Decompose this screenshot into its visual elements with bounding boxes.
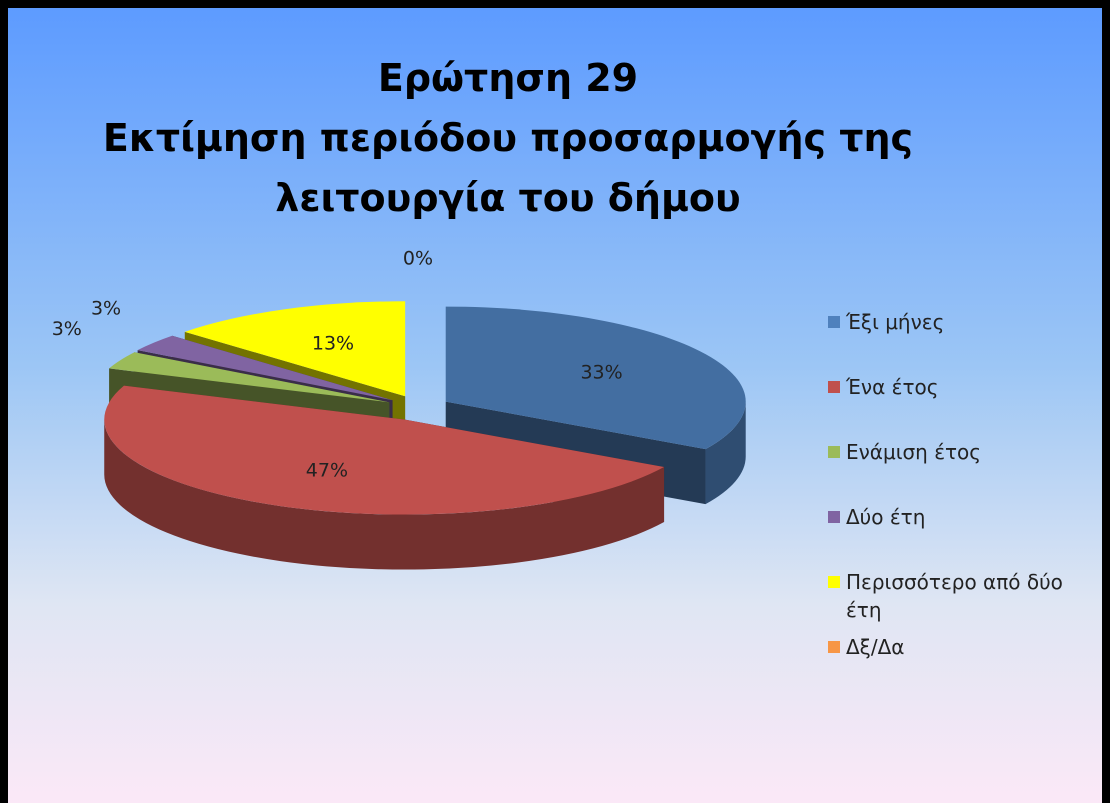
- legend-label: Έξι μήνες: [846, 310, 945, 334]
- pie-slice: [104, 385, 665, 570]
- data-label: 13%: [312, 333, 354, 355]
- legend-item: Έξι μήνες: [828, 308, 1098, 373]
- legend-swatch: [828, 316, 840, 328]
- slice-top: [445, 306, 746, 450]
- data-label: 0%: [403, 248, 433, 270]
- legend-swatch: [828, 511, 840, 523]
- legend-item: Δξ/Δα: [828, 633, 1098, 698]
- legend-swatch: [828, 641, 840, 653]
- legend-label: Δξ/Δα: [846, 635, 905, 659]
- legend-label: Δύο έτη: [846, 505, 926, 529]
- legend-item: Περισσότερο από δύο έτη: [828, 568, 1098, 633]
- data-label: 33%: [580, 362, 622, 384]
- legend-item: Δύο έτη: [828, 503, 1098, 568]
- legend: Έξι μήνες Ένα έτος Ενάμιση έτος Δύο έτη Περι…: [828, 308, 1098, 698]
- legend-label: Περισσότερο από δύο έτη: [846, 570, 1063, 622]
- legend-label: Ένα έτος: [846, 375, 939, 399]
- legend-label: Ενάμιση έτος: [846, 440, 982, 464]
- data-label: 47%: [306, 460, 348, 482]
- data-label: 3%: [91, 298, 121, 320]
- slice-top: [137, 335, 393, 401]
- slice-top: [104, 385, 665, 515]
- slice-top: [109, 352, 390, 403]
- pie-area: 33% 47% 3% 3% 13% 0%: [52, 248, 746, 570]
- legend-item: Ένα έτος: [828, 373, 1098, 438]
- slice-wall: [104, 419, 665, 570]
- data-label: 3%: [52, 318, 82, 340]
- legend-item: Ενάμιση έτος: [828, 438, 1098, 503]
- legend-swatch: [828, 446, 840, 458]
- legend-swatch: [828, 576, 840, 588]
- legend-swatch: [828, 381, 840, 393]
- slice-wall: [705, 401, 746, 505]
- chart-title: Ερώτηση 29 Εκτίμηση περιόδου προσαρμογής…: [102, 56, 914, 220]
- slice-top: [184, 301, 406, 397]
